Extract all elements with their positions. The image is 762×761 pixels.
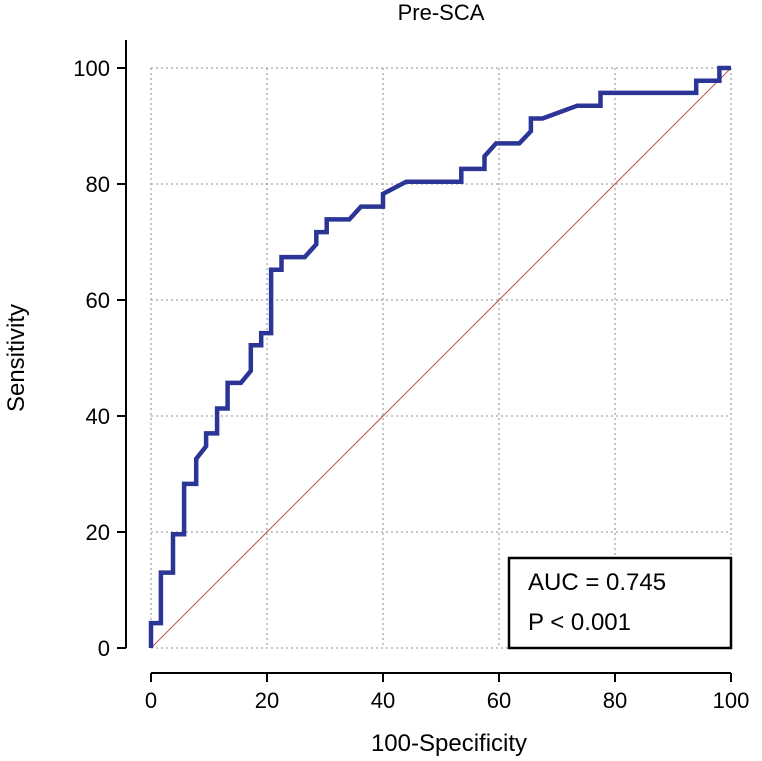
p-value-text: P < 0.001 — [528, 609, 631, 636]
y-tick-label: 0 — [98, 636, 110, 661]
x-tick-label: 40 — [371, 688, 395, 713]
y-tick-label: 80 — [86, 172, 110, 197]
x-tick-label: 0 — [145, 688, 157, 713]
x-axis-label: 100-Specificity — [371, 730, 527, 757]
y-tick-label: 40 — [86, 404, 110, 429]
grid — [150, 67, 732, 649]
auc-text: AUC = 0.745 — [528, 569, 666, 596]
x-axis-ticks: 0 20 40 60 80 100 — [145, 673, 749, 713]
y-axis-label: Sensitivity — [3, 304, 30, 412]
x-tick-label: 80 — [603, 688, 627, 713]
x-tick-label: 60 — [487, 688, 511, 713]
y-axis-ticks: 0 20 40 60 80 100 — [73, 56, 126, 661]
roc-curve-line — [148, 65, 731, 648]
y-tick-label: 100 — [73, 56, 110, 81]
auc-legend-box: AUC = 0.745 P < 0.001 — [507, 556, 733, 650]
y-tick-label: 60 — [86, 288, 110, 313]
reference-diagonal-line — [150, 67, 732, 649]
chart-title: Pre-SCA — [398, 0, 485, 25]
x-tick-label: 20 — [255, 688, 279, 713]
legend-frame — [507, 556, 733, 650]
y-tick-label: 20 — [86, 520, 110, 545]
x-tick-label: 100 — [713, 688, 750, 713]
